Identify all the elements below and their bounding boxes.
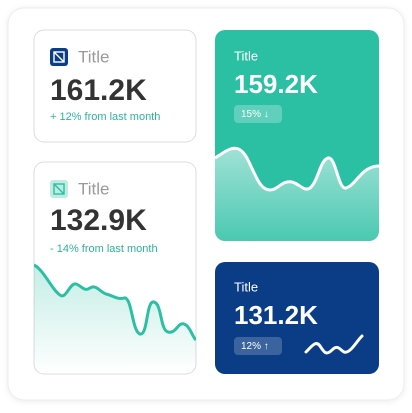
badge-text: 15% ↓	[241, 109, 269, 120]
sparkline	[34, 263, 196, 342]
icon-glyph	[53, 51, 65, 63]
card-background	[33, 29, 197, 143]
badge	[234, 105, 282, 123]
card-value: 131.2K	[234, 300, 318, 330]
card-value: 159.2K	[234, 69, 318, 99]
sparkline	[215, 146, 379, 192]
card: Title 131.2K 12% ↑	[215, 262, 379, 374]
card-value: 161.2K	[50, 74, 147, 107]
card-change: + 12% from last month	[50, 111, 160, 123]
card-value: 132.9K	[50, 204, 147, 237]
card-title: Title	[234, 279, 258, 294]
card-title: Title	[78, 179, 110, 198]
card: Title 132.9K - 14% from last month	[33, 161, 197, 375]
badge-text: 12% ↑	[241, 341, 269, 352]
sparkline	[304, 334, 364, 355]
icon-glyph	[53, 183, 65, 195]
card-title: Title	[78, 47, 110, 66]
sparkline-area	[34, 265, 196, 374]
badge	[234, 337, 282, 355]
sparkline-area	[215, 148, 379, 241]
card-background	[215, 262, 379, 374]
card-change: - 14% from last month	[50, 243, 158, 255]
card-title: Title	[234, 48, 258, 63]
icon-glyph	[53, 51, 65, 63]
icon-glyph	[53, 183, 65, 195]
card: Title 159.2K 15% ↓	[215, 30, 379, 241]
card: Title 161.2K + 12% from last month	[33, 29, 197, 143]
